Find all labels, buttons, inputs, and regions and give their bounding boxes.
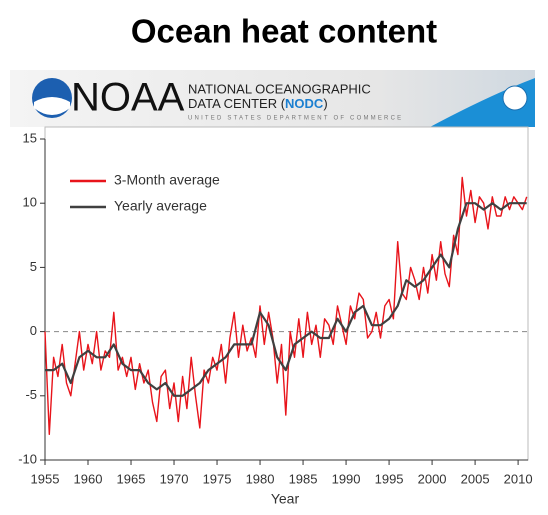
x-tick-label: 1965 bbox=[117, 471, 146, 486]
x-tick-label: 1995 bbox=[375, 471, 404, 486]
y-tick-label: 15 bbox=[23, 130, 37, 145]
x-tick-label: 2005 bbox=[461, 471, 490, 486]
banner-acronym: NODC bbox=[285, 96, 324, 111]
y-tick-label: 10 bbox=[23, 195, 37, 210]
banner-text: DATA CENTER ( bbox=[188, 96, 286, 111]
series-line bbox=[45, 202, 527, 397]
x-tick-label: 1980 bbox=[246, 471, 275, 486]
chart-title: Ocean heat content bbox=[131, 13, 437, 50]
y-tick-label: -10 bbox=[18, 451, 37, 466]
x-tick-label: 1960 bbox=[74, 471, 103, 486]
x-tick-label: 1970 bbox=[160, 471, 189, 486]
banner: NOAA NATIONAL OCEANOGRAPHIC DATA CENTER … bbox=[10, 70, 535, 127]
x-tick-label: 2010 bbox=[504, 471, 533, 486]
banner-text: ) bbox=[323, 96, 327, 111]
legend-label: 3-Month average bbox=[114, 172, 220, 188]
x-tick-label: 1985 bbox=[289, 471, 318, 486]
x-tick-label: 2000 bbox=[418, 471, 447, 486]
y-tick-label: 5 bbox=[30, 259, 37, 274]
x-axis-label: Year bbox=[271, 491, 300, 507]
y-tick-label: 0 bbox=[30, 323, 37, 338]
x-tick-label: 1955 bbox=[31, 471, 60, 486]
banner-line: NATIONAL OCEANOGRAPHIC bbox=[188, 81, 371, 96]
legend-label: Yearly average bbox=[114, 198, 207, 214]
banner-line: DATA CENTER (NODC) bbox=[188, 96, 328, 111]
x-tick-label: 1990 bbox=[332, 471, 361, 486]
noaa-seal-wave bbox=[34, 97, 70, 115]
commerce-seal bbox=[502, 85, 528, 111]
banner-logo: NOAA bbox=[71, 76, 185, 120]
y-tick-label: -5 bbox=[25, 387, 37, 402]
banner-line: UNITED STATES DEPARTMENT OF COMMERCE bbox=[188, 116, 403, 122]
series-line bbox=[44, 176, 528, 435]
banner-background bbox=[10, 70, 535, 127]
x-tick-label: 1975 bbox=[203, 471, 232, 486]
